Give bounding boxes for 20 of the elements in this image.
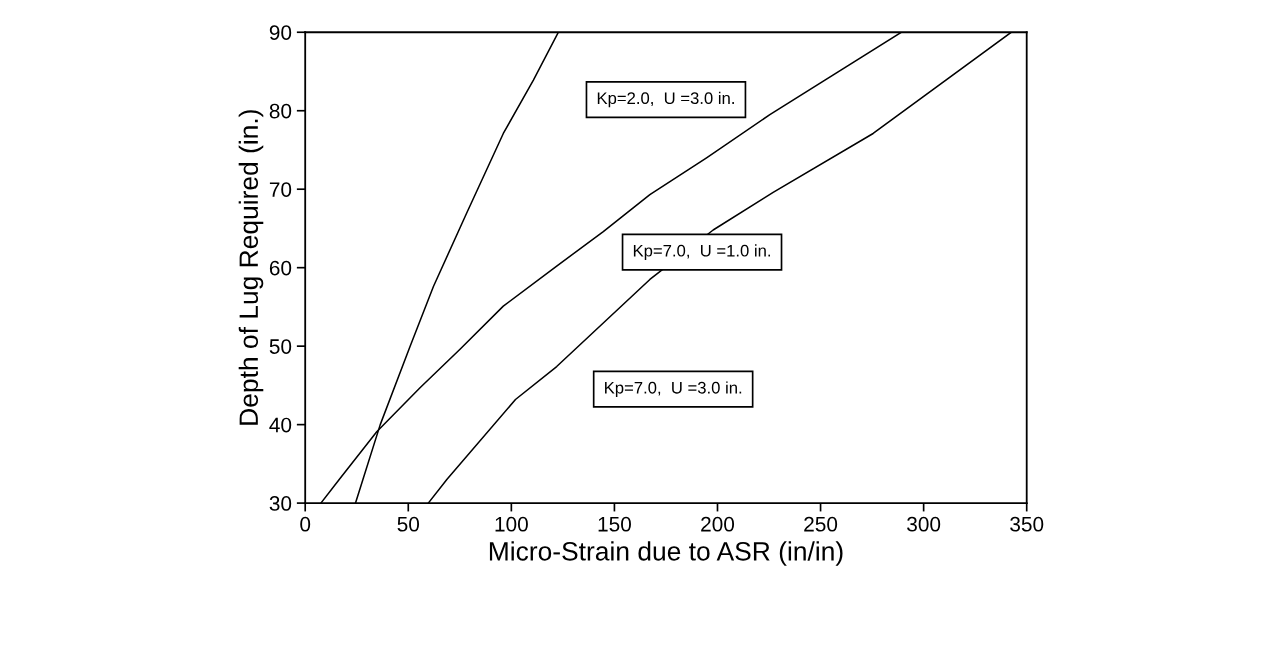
x-tick-label: 0 — [300, 516, 311, 532]
y-tick-label: 80 — [269, 103, 292, 119]
x-tick-label: 50 — [397, 516, 420, 532]
series-label: Kp=7.0, U =1.0 in. — [633, 244, 770, 260]
x-tick-label: 200 — [701, 516, 735, 532]
x-tick-label: 100 — [495, 516, 528, 532]
y-tick-label: 50 — [269, 339, 292, 354]
text: Kp=7.0, U =3.0 in. — [605, 381, 742, 397]
x-tick-label: 350 — [1010, 516, 1044, 532]
y-tick-label: 90 — [269, 25, 292, 40]
y-axis-title: Depth of Lug Required (in.) — [238, 110, 264, 425]
x-axis-title: Micro-Strain due to ASR (in/in) — [489, 541, 843, 566]
x-tick-label: 150 — [598, 516, 631, 532]
y-tick-label: 70 — [269, 182, 292, 197]
x-tick-label: 250 — [804, 516, 838, 532]
text: Kp=2.0, U =3.0 in. — [597, 91, 734, 108]
y-tick-label: 60 — [269, 260, 292, 276]
y-tick-label: 40 — [269, 417, 292, 433]
y-tick-label: 30 — [269, 496, 292, 511]
x-tick-label: 300 — [907, 516, 941, 532]
